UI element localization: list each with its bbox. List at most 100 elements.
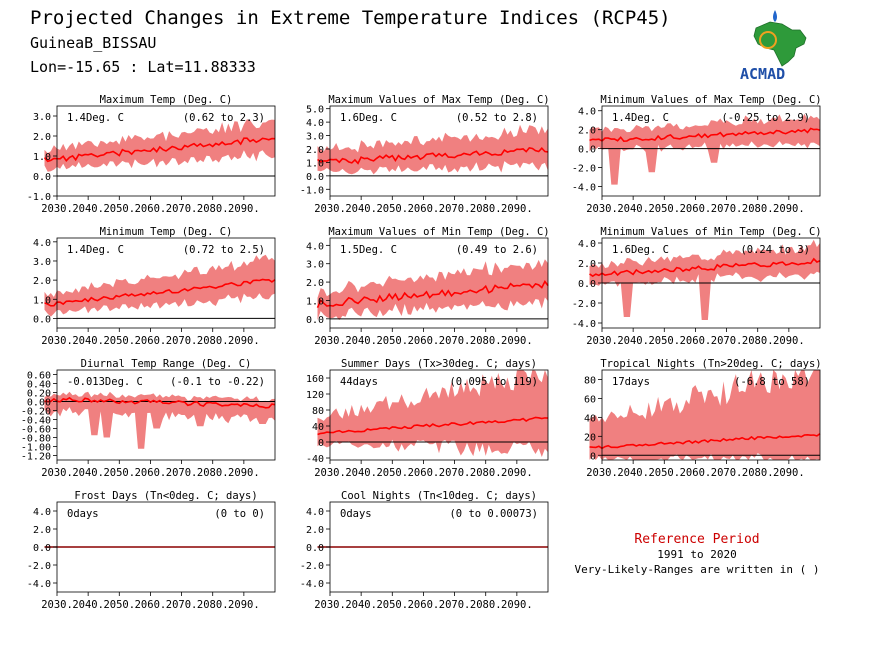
y-tick-label: 0.0	[578, 145, 596, 156]
x-tick-label: 2090.	[228, 599, 260, 611]
y-tick-label: 2.0	[306, 525, 324, 536]
x-tick-label: 2070.	[166, 203, 198, 215]
y-tick-label: -4.0	[27, 579, 51, 590]
chart-panel: -4.0 -2.0 0.0 2.0 4.0 2030. 2040. 2050. 2060. 207…	[27, 490, 276, 611]
mean-line	[316, 279, 549, 309]
y-tick-label: 0.0	[578, 279, 596, 290]
x-tick-label: 2080.	[742, 467, 774, 479]
mean-change-label: -0.013Deg. C	[67, 376, 143, 388]
y-tick-label: 1.0	[33, 295, 51, 306]
y-tick-label: 80	[584, 375, 596, 386]
x-tick-label: 2040.	[345, 203, 377, 215]
panel-title: Cool Nights (Tn<10deg. C; days)	[341, 490, 537, 502]
x-tick-label: 2080.	[470, 335, 502, 347]
y-tick-label: -4.0	[572, 183, 596, 194]
x-tick-label: 2040.	[617, 467, 649, 479]
panel-title: Summer Days (Tx>30deg. C; days)	[341, 358, 537, 370]
range-band	[589, 113, 820, 185]
plot-frame	[56, 105, 276, 197]
x-tick-label: 2050.	[648, 203, 680, 215]
logo-text: ACMAD	[740, 65, 785, 83]
reference-years: 1991 to 2020	[657, 548, 736, 561]
x-tick-label: 2040.	[617, 335, 649, 347]
x-tick-label: 2030.	[314, 467, 346, 479]
y-tick-label: 4.0	[33, 238, 51, 249]
page-title: Projected Changes in Extreme Temperature…	[30, 7, 671, 29]
range-label: (0.49 to 2.6)	[456, 244, 538, 256]
x-tick-label: 2050.	[648, 467, 680, 479]
y-tick-label: 2.0	[33, 525, 51, 536]
x-tick-label: 2060.	[408, 335, 440, 347]
y-tick-label: -2.0	[572, 164, 596, 175]
y-tick-label: 0.0	[306, 315, 324, 326]
x-tick-label: 2080.	[470, 467, 502, 479]
range-label: (0.24 to 3)	[740, 244, 810, 256]
y-tick-label: 80	[312, 406, 324, 417]
x-tick-label: 2080.	[742, 335, 774, 347]
chart-panel: -1.0 0.0 1.0 2.0 3.0 2030. 2040. 2050. 2060. 2070…	[27, 94, 276, 215]
range-band	[44, 254, 275, 317]
panel-title: Tropical Nights (Tn>20deg. C; days)	[600, 358, 821, 370]
plot-frame	[56, 369, 276, 461]
plot-frame	[329, 237, 549, 329]
y-tick-label: -40	[306, 454, 324, 465]
y-tick-label: -0.40	[21, 416, 51, 427]
chart-panel: -1.20-1.00-0.80-0.60-0.40-0.200.000.200.…	[21, 358, 276, 479]
x-tick-label: 2050.	[648, 335, 680, 347]
y-tick-label: 40	[584, 413, 596, 424]
mean-change-label: 44days	[340, 376, 378, 388]
chart-panel: 0.0 1.0 2.0 3.0 4.0 2030. 2040. 2050. 2060. 2070.…	[306, 226, 550, 347]
chart-panel: -4.0 -2.0 0.0 2.0 4.0 2030. 2040. 2050. 2060. 207…	[300, 490, 549, 611]
x-tick-label: 2060.	[680, 203, 712, 215]
x-tick-label: 2030.	[41, 335, 73, 347]
x-tick-label: 2090.	[228, 203, 260, 215]
x-tick-label: 2070.	[439, 335, 471, 347]
range-band	[317, 259, 548, 321]
x-tick-label: 2060.	[135, 335, 167, 347]
x-tick-label: 2030.	[41, 203, 73, 215]
mean-change-label: 1.5Deg. C	[340, 244, 397, 256]
y-tick-label: 1.0	[33, 152, 51, 163]
mean-line	[589, 257, 821, 278]
x-tick-label: 2030.	[314, 599, 346, 611]
x-tick-label: 2090.	[773, 467, 805, 479]
y-tick-label: -2.0	[572, 299, 596, 310]
y-tick-label: 2.0	[33, 132, 51, 143]
y-tick-label: 4.0	[33, 507, 51, 518]
x-tick-label: 2070.	[711, 467, 743, 479]
x-tick-label: 2070.	[439, 599, 471, 611]
x-tick-label: 2090.	[501, 467, 533, 479]
x-tick-label: 2050.	[376, 599, 408, 611]
range-note: Very-Likely-Ranges are written in ( )	[574, 563, 819, 576]
y-tick-label: 4.0	[306, 241, 324, 252]
x-tick-label: 2080.	[742, 203, 774, 215]
chart-panel: -4.0 -2.0 0.0 2.0 4.0 2030. 2040. 2050. 2060. 207…	[572, 94, 822, 215]
x-tick-label: 2060.	[408, 599, 440, 611]
x-tick-label: 2060.	[408, 203, 440, 215]
plot-frame	[56, 237, 276, 329]
country-label: GuineaB_BISSAU	[30, 34, 156, 52]
x-tick-label: 2040.	[72, 335, 104, 347]
panel-title: Diurnal Temp Range (Deg. C)	[81, 358, 252, 370]
x-tick-label: 2030.	[314, 203, 346, 215]
mean-line	[43, 137, 276, 163]
y-tick-label: 3.0	[33, 112, 51, 123]
panel-title: Minimum Values of Max Temp (Deg. C)	[600, 94, 821, 106]
y-tick-label: 3.0	[306, 132, 324, 143]
x-tick-label: 2070.	[166, 599, 198, 611]
range-label: (0.095 to 119)	[449, 376, 538, 388]
panel-title: Frost Days (Tn<0deg. C; days)	[74, 490, 257, 502]
x-tick-label: 2030.	[41, 599, 73, 611]
x-tick-label: 2050.	[376, 335, 408, 347]
mean-line	[317, 147, 549, 165]
x-tick-label: 2050.	[376, 467, 408, 479]
y-tick-label: -4.0	[300, 579, 324, 590]
x-tick-label: 2060.	[680, 335, 712, 347]
mean-change-label: 1.6Deg. C	[340, 112, 397, 124]
x-tick-label: 2040.	[72, 203, 104, 215]
range-band	[44, 391, 275, 449]
y-tick-label: 2.0	[578, 126, 596, 137]
y-tick-label: 1.0	[306, 158, 324, 169]
